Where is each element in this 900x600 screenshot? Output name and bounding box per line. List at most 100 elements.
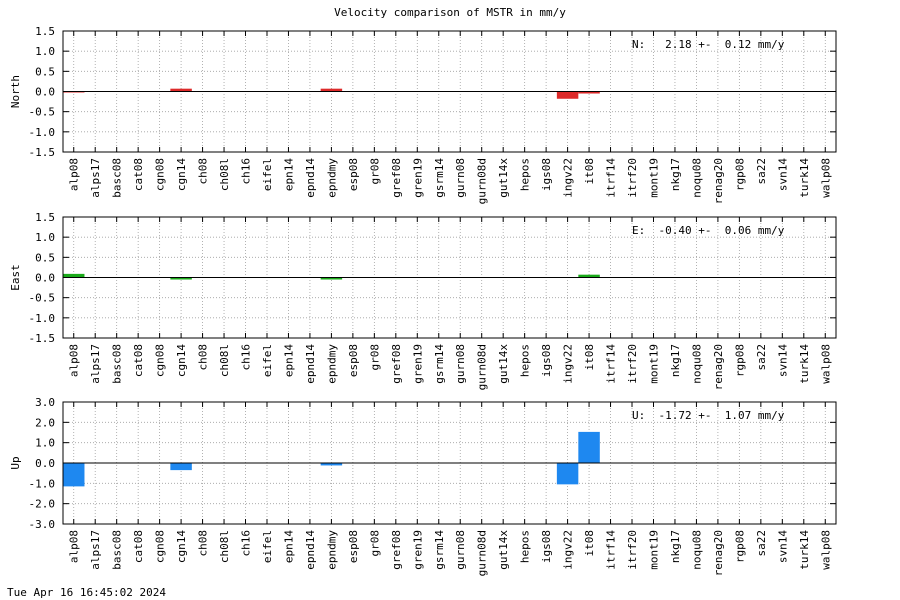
x-tick-label: hepos bbox=[519, 344, 532, 377]
x-tick-label: gurn08 bbox=[454, 344, 467, 384]
x-tick-label: itrf14 bbox=[605, 530, 618, 570]
x-tick-label: mont19 bbox=[647, 344, 660, 384]
x-tick-label: noqu08 bbox=[690, 158, 703, 198]
x-tick-label: renag20 bbox=[712, 344, 725, 390]
bar-cgn14 bbox=[170, 277, 192, 280]
x-tick-label: itrf20 bbox=[626, 344, 639, 384]
x-tick-label: cgn08 bbox=[154, 158, 167, 191]
x-tick-label: alp08 bbox=[68, 158, 81, 191]
x-tick-label: alps17 bbox=[89, 344, 102, 384]
x-tick-label: eifel bbox=[261, 158, 274, 191]
x-tick-label: cgn14 bbox=[175, 158, 188, 191]
x-tick-label: epnd14 bbox=[304, 158, 317, 198]
x-tick-label: turk14 bbox=[798, 158, 811, 198]
x-tick-label: epn14 bbox=[282, 530, 295, 563]
x-tick-label: igs08 bbox=[540, 344, 553, 377]
x-tick-label: noqu08 bbox=[690, 344, 703, 384]
x-tick-label: itrf20 bbox=[626, 158, 639, 198]
x-tick-label: alps17 bbox=[89, 530, 102, 570]
x-tick-label: eifel bbox=[261, 344, 274, 377]
chart-title: Velocity comparison of MSTR in mm/y bbox=[334, 6, 566, 19]
x-tick-label: gurn08d bbox=[476, 530, 489, 576]
bar-epndmy bbox=[320, 88, 343, 92]
timestamp: Tue Apr 16 16:45:02 2024 bbox=[7, 586, 166, 599]
x-tick-label: basc08 bbox=[111, 158, 124, 198]
x-tick-label: gurn08d bbox=[476, 344, 489, 390]
y-tick-label: -1.5 bbox=[29, 146, 56, 159]
x-tick-label: svn14 bbox=[776, 530, 789, 563]
x-tick-label: cat08 bbox=[132, 158, 145, 191]
bar-epndmy bbox=[320, 277, 343, 280]
x-tick-label: sa22 bbox=[755, 530, 768, 557]
y-tick-label: 1.0 bbox=[35, 231, 55, 244]
y-tick-label: 0.0 bbox=[35, 86, 55, 99]
stat-annotation: E: -0.40 +- 0.06 mm/y bbox=[632, 224, 785, 237]
x-tick-label: hepos bbox=[519, 158, 532, 191]
x-tick-label: it08 bbox=[583, 530, 596, 557]
x-tick-label: renag20 bbox=[712, 530, 725, 576]
x-tick-label: nkg17 bbox=[669, 530, 682, 563]
x-tick-label: gref08 bbox=[390, 530, 403, 570]
x-tick-label: epnd14 bbox=[304, 344, 317, 384]
x-tick-label: rgp08 bbox=[733, 344, 746, 377]
x-tick-label: alps17 bbox=[89, 158, 102, 198]
y-tick-label: -2.0 bbox=[29, 498, 56, 511]
x-tick-label: gr08 bbox=[368, 530, 381, 557]
x-tick-label: esp08 bbox=[347, 344, 360, 377]
x-tick-label: cgn08 bbox=[154, 344, 167, 377]
stat-annotation: U: -1.72 +- 1.07 mm/y bbox=[632, 409, 785, 422]
x-tick-label: gsrm14 bbox=[433, 530, 446, 570]
y-axis-label: North bbox=[9, 75, 22, 108]
bar-cgn14 bbox=[170, 88, 192, 92]
x-tick-label: gren19 bbox=[411, 530, 424, 570]
plot-frame bbox=[62, 216, 837, 339]
x-tick-label: gurn08d bbox=[476, 158, 489, 204]
x-tick-label: cgn14 bbox=[175, 344, 188, 377]
bar-it08 bbox=[578, 274, 600, 278]
x-tick-label: esp08 bbox=[347, 530, 360, 563]
plot-frame bbox=[62, 30, 837, 153]
x-tick-label: rgp08 bbox=[733, 530, 746, 563]
x-tick-label: ch08l bbox=[218, 158, 231, 191]
x-tick-label: ingv22 bbox=[562, 158, 575, 198]
y-axis-label: East bbox=[9, 264, 22, 291]
y-tick-label: 0.5 bbox=[35, 251, 55, 264]
x-tick-label: walp08 bbox=[819, 158, 832, 198]
y-tick-label: -1.0 bbox=[29, 477, 56, 490]
y-tick-label: -1.0 bbox=[29, 312, 56, 325]
x-tick-label: turk14 bbox=[798, 530, 811, 570]
x-tick-label: cat08 bbox=[132, 344, 145, 377]
x-tick-label: basc08 bbox=[111, 530, 124, 570]
y-tick-label: 3.0 bbox=[35, 396, 55, 409]
x-tick-label: gut14x bbox=[497, 344, 510, 384]
x-tick-label: sa22 bbox=[755, 344, 768, 371]
x-tick-label: ch16 bbox=[240, 530, 253, 557]
x-tick-label: gurn08 bbox=[454, 530, 467, 570]
x-tick-label: gsrm14 bbox=[433, 344, 446, 384]
x-tick-label: walp08 bbox=[819, 530, 832, 570]
x-tick-label: gr08 bbox=[368, 344, 381, 371]
y-axis-label: Up bbox=[9, 456, 22, 469]
x-tick-label: gut14x bbox=[497, 158, 510, 198]
x-tick-label: mont19 bbox=[647, 158, 660, 198]
x-tick-label: gsrm14 bbox=[433, 158, 446, 198]
x-tick-label: alp08 bbox=[68, 530, 81, 563]
x-tick-label: epndmy bbox=[325, 158, 338, 198]
x-tick-label: itrf14 bbox=[605, 158, 618, 198]
x-tick-label: nkg17 bbox=[669, 344, 682, 377]
x-tick-label: igs08 bbox=[540, 158, 553, 191]
x-tick-label: gr08 bbox=[368, 158, 381, 185]
x-tick-label: gref08 bbox=[390, 158, 403, 198]
bar-epndmy bbox=[320, 463, 343, 466]
x-tick-label: ch08 bbox=[197, 158, 210, 185]
x-tick-label: cat08 bbox=[132, 530, 145, 563]
x-tick-label: turk14 bbox=[798, 344, 811, 384]
x-tick-label: epndmy bbox=[325, 530, 338, 570]
y-tick-label: 0.0 bbox=[35, 457, 55, 470]
x-tick-label: ch08 bbox=[197, 530, 210, 557]
bar-cgn14 bbox=[170, 463, 192, 471]
x-tick-label: epn14 bbox=[282, 158, 295, 191]
bar-ingv22 bbox=[556, 91, 579, 99]
x-tick-label: it08 bbox=[583, 344, 596, 371]
